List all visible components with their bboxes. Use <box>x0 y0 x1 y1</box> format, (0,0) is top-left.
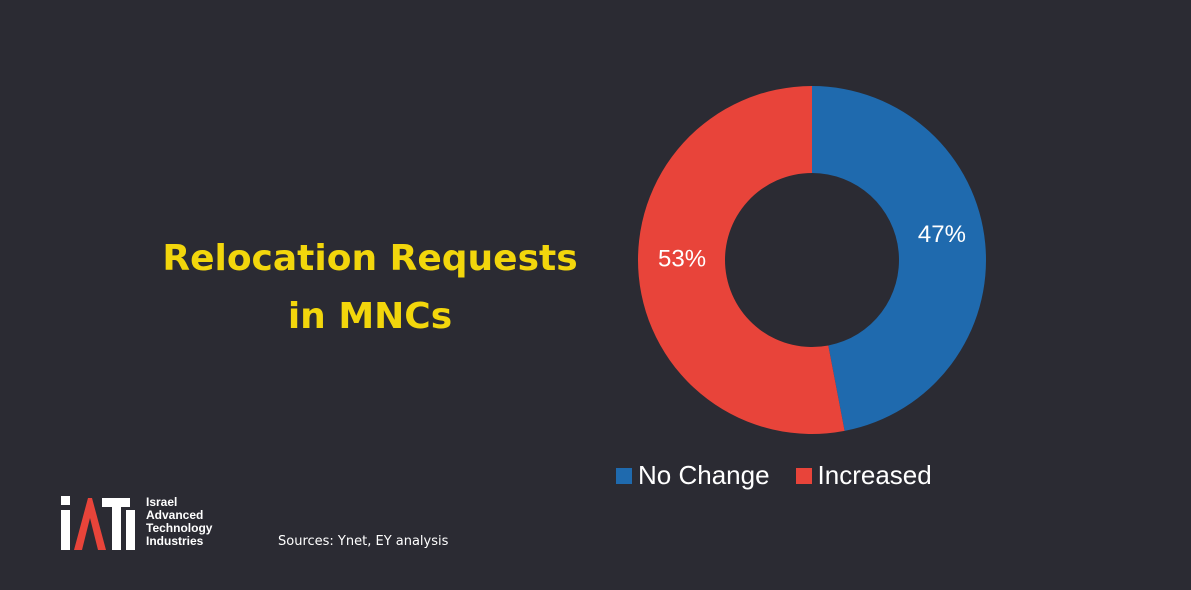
source-note: Sources: Ynet, EY analysis <box>278 534 449 549</box>
donut-slice-increased <box>637 86 845 435</box>
logo-text-line-1: Israel <box>146 495 178 509</box>
legend-item-increased: Increased <box>795 460 932 491</box>
chart-title-line-1: Relocation Requests <box>162 238 578 279</box>
legend-swatch-increased <box>795 467 812 484</box>
iati-logo: Israel Advanced Technology Industries <box>58 494 212 552</box>
legend-label-no-change: No Change <box>638 460 770 490</box>
data-label-increased: 53% <box>658 246 706 273</box>
data-label-no-change: 47% <box>918 221 966 248</box>
chart-title: Relocation Requests in MNCs <box>150 230 590 346</box>
legend-swatch-no-change <box>616 467 632 484</box>
chart-legend: No Change Increased <box>616 460 958 491</box>
iati-logo-mark <box>61 496 135 550</box>
legend-label-increased: Increased <box>817 460 932 490</box>
logo-text-line-3: Technology <box>146 521 213 535</box>
chart-title-line-2: in MNCs <box>287 296 453 337</box>
legend-item-no-change: No Change <box>616 460 770 491</box>
donut-slice-no-change <box>812 86 987 431</box>
donut-chart: 47% 53% <box>637 86 987 435</box>
logo-text-line-2: Advanced <box>146 508 204 522</box>
iati-logo-text: Israel Advanced Technology Industries <box>146 496 212 548</box>
logo-text-line-4: Industries <box>146 534 204 548</box>
